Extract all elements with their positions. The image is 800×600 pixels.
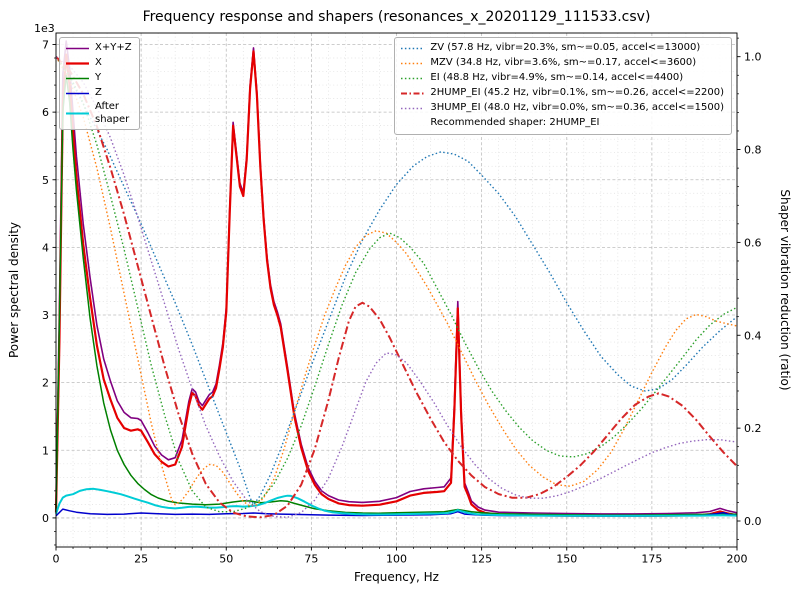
legend-entry: 3HUMP_EI (48.0 Hz, vibr=0.0%, sm~=0.36, … xyxy=(400,101,724,116)
legend-shapers: ZV (57.8 Hz, vibr=20.3%, sm~=0.05, accel… xyxy=(394,37,732,135)
legend-entry: Y xyxy=(65,71,132,86)
legend-entry: Recommended shaper: 2HUMP_EI xyxy=(400,116,724,131)
chart-title: Frequency response and shapers (resonanc… xyxy=(142,9,651,25)
legend-label: 3HUMP_EI (48.0 Hz, vibr=0.0%, sm~=0.36, … xyxy=(430,102,724,114)
legend-line-swatch xyxy=(66,47,89,50)
x-tick-label: 100 xyxy=(386,553,407,566)
legend-psd: X+Y+Z X Y Z After shaper xyxy=(59,37,140,130)
legend-label: Z xyxy=(95,87,102,99)
legend-label: X+Y+Z xyxy=(95,42,132,54)
x-tick-label: 0 xyxy=(53,553,60,566)
y-right-tick-label: 0.6 xyxy=(744,236,762,249)
y-left-tick-label: 5 xyxy=(42,174,49,187)
legend-label: MZV (34.8 Hz, vibr=3.6%, sm~=0.17, accel… xyxy=(430,57,697,69)
legend-line-swatch xyxy=(66,92,89,95)
legend-line-swatch xyxy=(66,77,89,80)
legend-entry: ZV (57.8 Hz, vibr=20.3%, sm~=0.05, accel… xyxy=(400,41,724,56)
legend-line-swatch xyxy=(66,62,89,65)
series-ei xyxy=(55,56,738,513)
series-after-shaper xyxy=(55,487,738,517)
y-right-tick-label: 0.8 xyxy=(744,144,762,157)
y-axis-label-right: Shaper vibration reduction (ratio) xyxy=(778,189,792,391)
y-right-tick-label: 0.0 xyxy=(744,515,762,528)
legend-entry: X+Y+Z xyxy=(65,41,132,56)
y-left-tick-label: 2 xyxy=(42,377,49,390)
y-left-tick-label: 6 xyxy=(42,106,49,119)
legend-label: Y xyxy=(95,72,102,84)
series-zv xyxy=(55,56,738,506)
legend-line-swatch xyxy=(401,92,425,95)
y-axis-label-left: Power spectral density xyxy=(7,221,21,359)
y-right-tick-label: 0.2 xyxy=(744,422,762,435)
x-tick-label: 75 xyxy=(304,553,318,566)
x-tick-label: 175 xyxy=(641,553,662,566)
legend-label: After shaper xyxy=(95,101,130,125)
legend-entry: EI (48.8 Hz, vibr=4.9%, sm~=0.14, accel<… xyxy=(400,71,724,86)
legend-line-swatch xyxy=(401,77,425,80)
legend-label: ZV (57.8 Hz, vibr=20.3%, sm~=0.05, accel… xyxy=(430,42,701,54)
y-left-tick-label: 4 xyxy=(42,241,49,254)
legend-line-swatch xyxy=(401,107,425,110)
series-3hump_ei xyxy=(55,56,738,518)
legend-line-swatch xyxy=(66,112,89,115)
y-right-tick-label: 0.4 xyxy=(744,329,762,342)
x-tick-label: 25 xyxy=(134,553,148,566)
y-axis-offset-text: 1e3 xyxy=(34,22,55,35)
y-left-tick-label: 7 xyxy=(42,38,49,51)
legend-entry: 2HUMP_EI (45.2 Hz, vibr=0.1%, sm~=0.26, … xyxy=(400,86,724,101)
series-x xyxy=(54,50,738,517)
x-tick-label: 150 xyxy=(556,553,577,566)
legend-blank-swatch xyxy=(400,118,425,129)
legend-line-swatch xyxy=(401,47,425,50)
legend-entry: After shaper xyxy=(65,101,132,126)
legend-entry: MZV (34.8 Hz, vibr=3.6%, sm~=0.17, accel… xyxy=(400,56,724,71)
legend-label: X xyxy=(95,57,102,69)
legend-label: Recommended shaper: 2HUMP_EI xyxy=(430,117,600,129)
x-tick-label: 50 xyxy=(219,553,233,566)
legend-label: 2HUMP_EI (45.2 Hz, vibr=0.1%, sm~=0.26, … xyxy=(430,87,724,99)
y-right-tick-label: 1.0 xyxy=(744,51,762,64)
x-tick-label: 200 xyxy=(727,553,748,566)
y-left-tick-label: 0 xyxy=(42,512,49,525)
legend-label: EI (48.8 Hz, vibr=4.9%, sm~=0.14, accel<… xyxy=(430,72,684,84)
series-2hump_ei xyxy=(55,56,738,519)
y-left-tick-label: 1 xyxy=(42,444,49,457)
series-y xyxy=(55,74,738,516)
legend-line-swatch xyxy=(401,62,425,65)
y-left-tick-label: 3 xyxy=(42,309,49,322)
legend-entry: X xyxy=(65,56,132,71)
x-tick-label: 125 xyxy=(471,553,492,566)
legend-entry: Z xyxy=(65,86,132,101)
x-axis-label: Frequency, Hz xyxy=(354,570,439,584)
